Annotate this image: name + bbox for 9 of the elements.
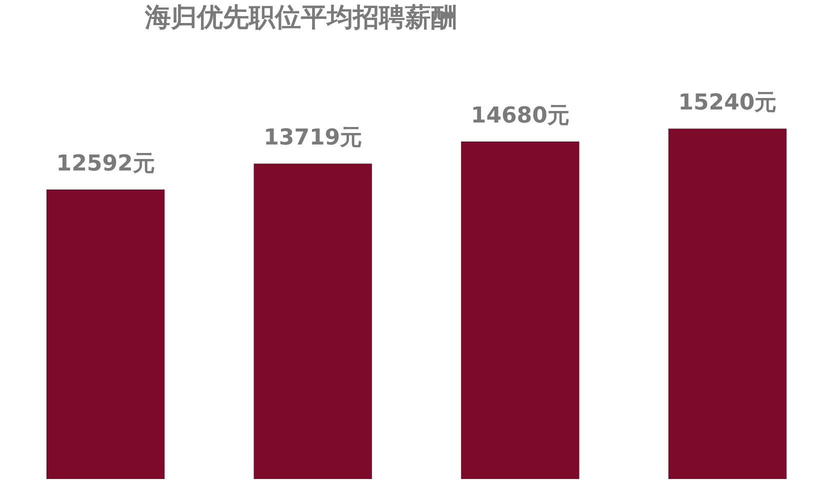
bar <box>254 164 372 479</box>
chart-title: 海归优先职位平均招聘薪酬 <box>144 3 457 33</box>
bar <box>668 128 787 479</box>
data-label: 12592元 <box>56 151 155 176</box>
data-label: 15240元 <box>678 90 777 116</box>
data-label: 14680元 <box>470 103 570 128</box>
data-label: 13719元 <box>264 126 362 151</box>
bar <box>461 141 580 479</box>
bar <box>46 189 165 479</box>
